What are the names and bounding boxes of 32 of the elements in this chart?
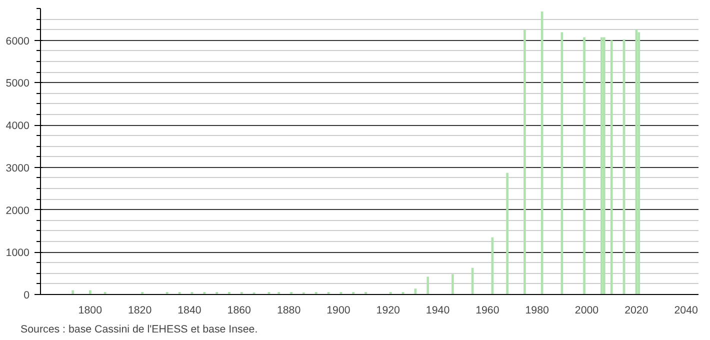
bar (635, 30, 638, 294)
bar (491, 237, 494, 294)
x-tick-label: 1860 (227, 304, 252, 316)
source-note: Sources : base Cassini de l'EHESS et base Insee. (20, 324, 258, 336)
x-tick-label: 1940 (426, 304, 450, 316)
bar (426, 276, 430, 294)
x-tick-label: 2040 (674, 304, 698, 316)
x-tick-label: 2020 (624, 304, 648, 316)
y-tick-label: 4000 (6, 120, 30, 132)
y-tick-label: 6000 (6, 35, 30, 48)
bar (506, 172, 508, 294)
y-tick-label: 1000 (6, 247, 30, 260)
x-tick-label: 1900 (326, 304, 350, 316)
x-tick-label: 1840 (178, 304, 202, 316)
y-tick-label: 0 (24, 290, 30, 302)
x-tick-label: 1920 (376, 304, 400, 316)
bar (610, 40, 613, 294)
bar (602, 37, 606, 294)
x-tick-label: 1880 (276, 304, 301, 316)
bar (600, 37, 603, 294)
x-tick-label: 1820 (128, 304, 152, 316)
bar (583, 37, 586, 294)
x-tick-label: 2000 (574, 304, 599, 316)
y-tick-label: 2000 (6, 204, 30, 217)
y-tick-label: 3000 (6, 162, 30, 174)
x-tick-label: 1800 (78, 304, 102, 316)
x-tick-label: 1960 (476, 304, 500, 316)
x-tick-label: 1980 (525, 304, 550, 316)
bar (524, 30, 526, 294)
bar (452, 274, 454, 294)
y-tick-label: 5000 (6, 78, 30, 90)
bar (638, 32, 640, 294)
